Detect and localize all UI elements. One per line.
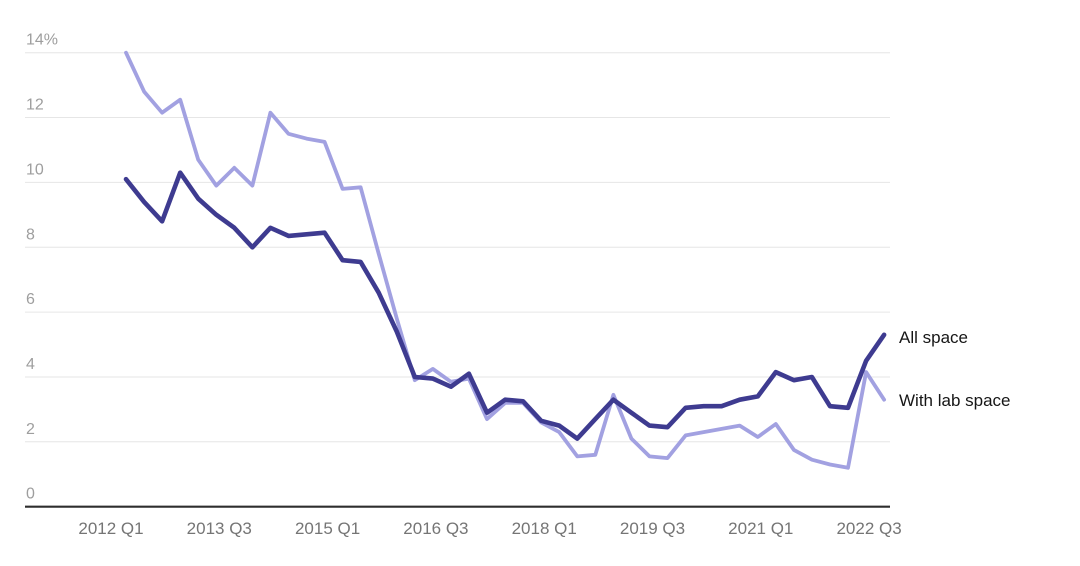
line-with-lab-space (124, 50, 886, 470)
y-axis-tick-label: 8 (26, 226, 35, 243)
y-axis-tick-label: 6 (26, 291, 35, 308)
x-axis-tick-label: 2019 Q3 (620, 519, 685, 538)
y-axis-tick-label: 10 (26, 161, 44, 178)
x-axis-tick-label: 2018 Q1 (512, 519, 577, 538)
series-label-with-lab-space: With lab space (899, 391, 1011, 410)
y-axis-tick-label: 2 (26, 421, 35, 438)
x-axis-tick-label: 2015 Q1 (295, 519, 360, 538)
y-axis-tick-label: 0 (26, 486, 35, 503)
x-axis-tick-label: 2021 Q1 (728, 519, 793, 538)
x-axis-tick-label: 2013 Q3 (187, 519, 252, 538)
x-axis-tick-label: 2016 Q3 (403, 519, 468, 538)
line-all-space (123, 170, 887, 441)
series-label-all-space: All space (899, 328, 968, 347)
y-axis-tick-label: 14% (26, 32, 58, 49)
x-axis-tick-label: 2022 Q3 (836, 519, 901, 538)
y-axis-tick-label: 12 (26, 97, 44, 114)
x-axis-tick-label: 2012 Q1 (78, 519, 143, 538)
y-axis-tick-label: 4 (26, 356, 35, 373)
